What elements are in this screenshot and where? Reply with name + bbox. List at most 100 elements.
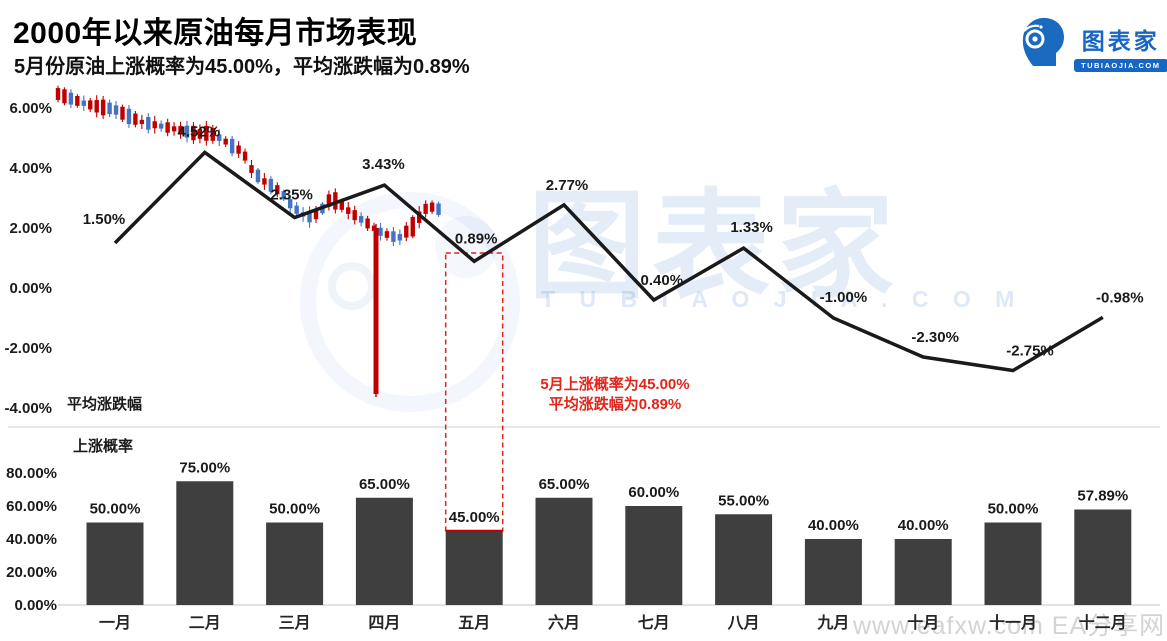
- avg-change-polyline: [113, 150, 1104, 373]
- line-point-label: 0.89%: [455, 230, 498, 247]
- candle-body: [171, 126, 177, 132]
- bar-chart-section-label: 上涨概率: [73, 438, 134, 455]
- candle-body: [397, 234, 403, 241]
- probability-bar: [445, 530, 503, 605]
- candle-body: [365, 218, 370, 229]
- candle-body: [242, 151, 248, 161]
- month-label: 六月: [548, 613, 580, 632]
- candle-body: [313, 209, 319, 220]
- line-point-label: 1.33%: [730, 219, 773, 236]
- candle-body: [378, 227, 383, 236]
- candle-body: [384, 231, 390, 238]
- head-logo-icon: [1018, 14, 1068, 73]
- month-label: 七月: [638, 614, 670, 632]
- month-label: 十月: [907, 613, 939, 632]
- month-label: 五月: [458, 614, 490, 632]
- line-point-label: 0.40%: [641, 272, 684, 289]
- may-annotation-line2: 平均涨跌幅为0.89%: [548, 396, 682, 413]
- candle-body: [281, 191, 286, 200]
- candle-body: [294, 205, 299, 214]
- candle-body: [423, 203, 428, 214]
- probability-bar: [86, 522, 144, 605]
- candle-body: [410, 216, 415, 237]
- candle-body: [55, 88, 61, 100]
- bar-value-label: 60.00%: [628, 484, 679, 501]
- probability-bar: [1074, 509, 1132, 605]
- line-y-tick-label: 6.00%: [9, 100, 52, 117]
- candle-body: [197, 128, 203, 139]
- probability-bar: [984, 522, 1042, 605]
- candle-body: [94, 100, 99, 113]
- candle-body: [133, 113, 138, 125]
- bar-value-label: 55.00%: [718, 492, 769, 509]
- watermark-footer: www.eafxw.com EA分享网: [853, 612, 1166, 640]
- logo-name: 图表家: [1081, 28, 1160, 54]
- bar-value-label: 50.00%: [988, 501, 1039, 518]
- probability-bar: [176, 481, 234, 605]
- candle-body: [391, 231, 396, 242]
- line-point-label: 3.43%: [362, 156, 405, 173]
- probability-bar: [715, 514, 773, 605]
- bar-y-tick-label: 60.00%: [6, 498, 57, 515]
- candle-body: [436, 203, 441, 215]
- line-y-tick-label: 4.00%: [9, 160, 52, 177]
- watermark-center-subtext: T U B I A O J I A . C O M: [541, 286, 1024, 312]
- candle-body: [113, 105, 119, 115]
- line-y-tick-label: -2.00%: [4, 340, 52, 357]
- candle-body: [333, 192, 338, 210]
- probability-bar: [535, 497, 593, 605]
- candle-body: [229, 138, 235, 154]
- candle-body: [100, 99, 106, 116]
- month-label: 一月: [99, 614, 131, 632]
- candle-body: [146, 117, 151, 130]
- bar-value-label: 65.00%: [539, 476, 590, 493]
- month-label: 三月: [279, 614, 311, 632]
- candle-body: [120, 106, 125, 120]
- candle-body: [346, 207, 351, 214]
- bar-value-label: 50.00%: [269, 501, 320, 518]
- crash-candle-body: [373, 228, 379, 394]
- candle-body: [288, 199, 293, 209]
- probability-bar: [266, 522, 324, 605]
- may-highlight: [444, 252, 504, 532]
- line-y-tick-label: -4.00%: [4, 400, 52, 417]
- candle-body: [165, 122, 170, 133]
- candle-body: [358, 216, 364, 223]
- candle-body: [191, 125, 196, 141]
- axes: 6.00% 4.00% 2.00% 0.00% -2.00% -4.00% 80.00% 60…: [4, 100, 1160, 614]
- candle-body: [107, 102, 112, 115]
- bar-y-tick-label: 20.00%: [6, 564, 57, 581]
- candle-body: [339, 201, 344, 210]
- candle-body: [210, 127, 215, 141]
- candle-body: [204, 125, 209, 141]
- month-label: 四月: [368, 614, 400, 632]
- month-label: 八月: [727, 614, 760, 632]
- bar-value-label: 45.00%: [449, 509, 500, 526]
- candle-body: [404, 225, 409, 238]
- month-label: 十二月: [1079, 613, 1127, 632]
- bar-y-tick-label: 80.00%: [6, 465, 57, 482]
- candle-body: [88, 100, 93, 110]
- bar-y-tick-label: 40.00%: [6, 531, 57, 548]
- watermark-ring-small: [328, 262, 376, 310]
- probability-bar: [804, 539, 862, 605]
- candle-body: [275, 185, 280, 195]
- candle-body: [178, 126, 183, 135]
- may-annotation: 5月上涨概率为45.00% 平均涨跌幅为0.89%: [495, 375, 735, 415]
- may-annotation-line1: 5月上涨概率为45.00%: [540, 376, 690, 393]
- candle-body: [307, 211, 312, 223]
- bar-value-label: 40.00%: [808, 517, 859, 534]
- bar-value-label: 75.00%: [179, 459, 230, 476]
- candle-body: [223, 138, 228, 145]
- line-point-label: -2.30%: [911, 329, 959, 346]
- candle-body: [352, 210, 357, 221]
- month-label: 九月: [816, 614, 849, 632]
- line-point-label: -0.98%: [1096, 289, 1144, 306]
- month-label: 二月: [189, 614, 221, 632]
- bar-value-label: 57.89%: [1077, 487, 1128, 504]
- candle-body: [152, 121, 157, 129]
- candle-body: [268, 178, 274, 192]
- line-point-label: 2.35%: [270, 187, 313, 204]
- candle-body: [326, 194, 332, 207]
